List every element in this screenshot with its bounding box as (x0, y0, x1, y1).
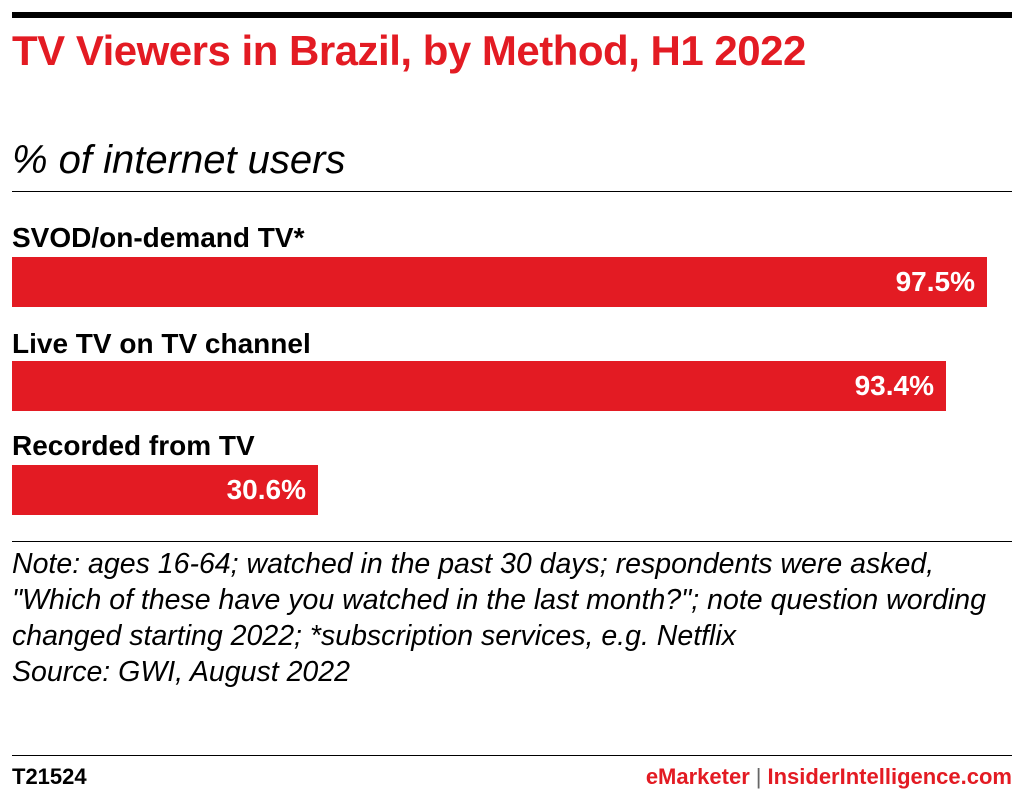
brand-insider-intelligence: InsiderIntelligence.com (767, 764, 1012, 789)
bar-value-label: 30.6% (226, 474, 306, 505)
note-divider (12, 541, 1012, 542)
chart-id: T21524 (12, 764, 87, 789)
footer-brand: eMarketer | InsiderIntelligence.com (646, 764, 1012, 790)
category-label: Recorded from TV (12, 430, 255, 461)
category-label: Live TV on TV channel (12, 328, 311, 359)
chart-subtitle: % of internet users (12, 138, 346, 182)
category-label: SVOD/on-demand TV* (12, 222, 305, 253)
bar (12, 465, 318, 515)
source-prefix: Source: (12, 656, 111, 688)
bar (12, 361, 946, 411)
source-body: GWI, August 2022 (110, 656, 350, 688)
chart-title: TV Viewers in Brazil, by Method, H1 2022 (12, 27, 806, 74)
bar-value-label: 93.4% (854, 370, 934, 401)
note-body: ages 16-64; watched in the past 30 days;… (12, 548, 986, 652)
brand-separator: | (755, 764, 762, 789)
bar (12, 257, 987, 307)
header-divider (12, 191, 1012, 192)
source-text: Source: GWI, August 2022 (12, 654, 1012, 690)
note-text: Note: ages 16-64; watched in the past 30… (12, 546, 1012, 654)
top-rule (12, 12, 1012, 18)
note-prefix: Note: (12, 548, 81, 580)
footer-divider (12, 755, 1012, 756)
bar-value-label: 97.5% (895, 266, 975, 297)
chart-notes: Note: ages 16-64; watched in the past 30… (12, 546, 1012, 690)
brand-emarketer: eMarketer (645, 764, 750, 789)
